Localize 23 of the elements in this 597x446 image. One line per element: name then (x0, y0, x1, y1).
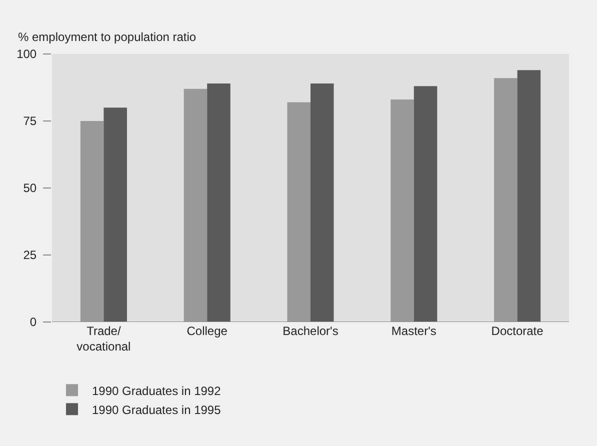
y-tick-label: 25 (23, 248, 37, 262)
bar (104, 108, 127, 322)
legend-label: 1990 Graduates in 1992 (92, 384, 222, 398)
bar (517, 70, 541, 322)
x-tick-label: College (186, 324, 228, 338)
bar (390, 100, 414, 322)
bar (287, 102, 310, 322)
y-axis-title: % employment to population ratio (18, 30, 196, 44)
bar (414, 86, 438, 322)
bar (494, 78, 518, 322)
x-tick-label: Bachelor's (282, 324, 338, 338)
y-tick-label: 100 (16, 47, 37, 62)
x-tick-label: Trade/ vocational (76, 324, 131, 354)
bar (80, 121, 104, 322)
legend-label: 1990 Graduates in 1995 (92, 402, 222, 417)
bar (310, 83, 334, 322)
bar (207, 83, 230, 322)
x-tick-label: Master's (391, 324, 436, 338)
y-tick-label: 50 (23, 181, 37, 196)
y-tick-label: 75 (23, 114, 37, 128)
x-tick-label: Doctorate (491, 324, 544, 338)
y-tick-label: 0 (30, 315, 37, 330)
bar (184, 88, 208, 322)
